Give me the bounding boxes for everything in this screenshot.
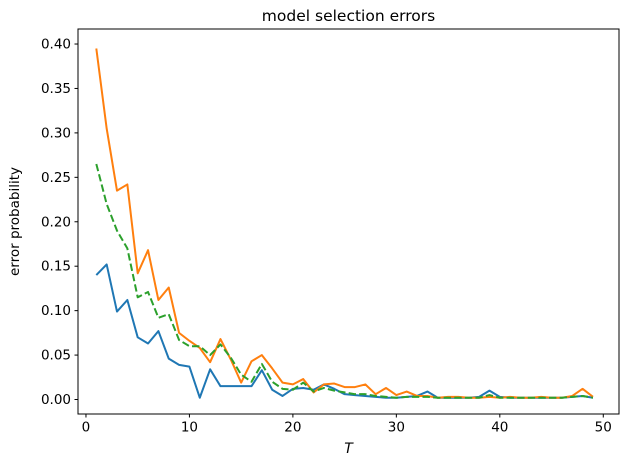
series-lines [95, 48, 594, 399]
y-axis-ticks: 0.00 0.05 0.10 0.15 0.20 0.25 0.30 0.35 0.40 [41, 37, 78, 408]
series-green-line [95, 163, 594, 399]
y-tick-label: 0.00 [41, 392, 71, 408]
y-tick-label: 0.35 [41, 81, 71, 97]
x-axis-label: T [344, 441, 354, 457]
x-tick-label: 10 [181, 420, 198, 436]
chart-title: model selection errors [262, 7, 435, 25]
y-tick-label: 0.05 [41, 348, 71, 364]
x-tick-label: 50 [595, 420, 612, 436]
plot-area [77, 28, 620, 415]
x-tick-label: 40 [491, 420, 508, 436]
x-tick-label: 30 [388, 420, 405, 436]
y-axis-label: error probability [7, 167, 23, 276]
x-axis-ticks: 0 10 20 30 40 50 [82, 414, 612, 436]
y-tick-label: 0.25 [41, 170, 71, 186]
y-tick-label: 0.15 [41, 259, 71, 275]
x-tick-label: 20 [284, 420, 301, 436]
y-tick-label: 0.10 [41, 303, 71, 319]
y-tick-label: 0.20 [41, 214, 71, 230]
y-tick-label: 0.30 [41, 125, 71, 141]
x-tick-label: 0 [82, 420, 91, 436]
y-tick-label: 0.40 [41, 37, 71, 53]
